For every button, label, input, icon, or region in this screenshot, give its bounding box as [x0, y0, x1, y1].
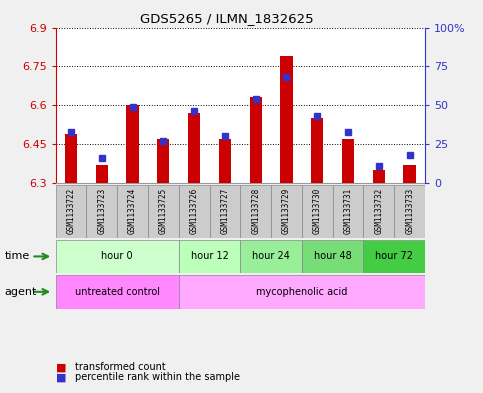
Text: GSM1133726: GSM1133726	[190, 188, 199, 234]
Text: GSM1133727: GSM1133727	[220, 188, 229, 234]
Bar	[210, 185, 240, 238]
Text: percentile rank within the sample: percentile rank within the sample	[75, 372, 240, 382]
Text: GSM1133725: GSM1133725	[159, 188, 168, 234]
Text: transformed count: transformed count	[75, 362, 166, 373]
Bar	[364, 240, 425, 273]
Text: GSM1133724: GSM1133724	[128, 188, 137, 234]
Bar	[373, 170, 385, 183]
Text: GSM1133731: GSM1133731	[343, 188, 353, 234]
Bar	[394, 185, 425, 238]
Text: untreated control: untreated control	[75, 287, 159, 297]
Bar	[403, 165, 416, 183]
Text: mycophenolic acid: mycophenolic acid	[256, 287, 348, 297]
Text: GSM1133732: GSM1133732	[374, 188, 384, 234]
Bar	[311, 118, 324, 183]
Bar	[179, 275, 425, 309]
Text: hour 48: hour 48	[314, 252, 352, 261]
Text: GDS5265 / ILMN_1832625: GDS5265 / ILMN_1832625	[140, 12, 314, 25]
Text: agent: agent	[5, 287, 37, 297]
Bar	[280, 56, 293, 183]
Bar	[96, 165, 108, 183]
Text: hour 72: hour 72	[375, 252, 413, 261]
Text: GSM1133728: GSM1133728	[251, 188, 260, 234]
Bar	[342, 139, 354, 183]
Bar	[56, 185, 86, 238]
Text: GSM1133723: GSM1133723	[97, 188, 106, 234]
Bar	[250, 97, 262, 183]
Bar	[179, 240, 240, 273]
Bar	[333, 185, 364, 238]
Text: hour 12: hour 12	[191, 252, 228, 261]
Text: time: time	[5, 252, 30, 261]
Bar	[148, 185, 179, 238]
Bar	[241, 185, 271, 238]
Text: hour 0: hour 0	[101, 252, 133, 261]
Bar	[127, 105, 139, 183]
Bar	[65, 134, 77, 183]
Bar	[56, 275, 179, 309]
Bar	[117, 185, 148, 238]
Bar	[271, 185, 302, 238]
Text: ■: ■	[56, 372, 66, 382]
Bar	[302, 240, 364, 273]
Bar	[86, 185, 117, 238]
Bar	[302, 185, 333, 238]
Text: GSM1133722: GSM1133722	[67, 188, 75, 234]
Bar	[219, 139, 231, 183]
Text: GSM1133730: GSM1133730	[313, 188, 322, 234]
Text: ■: ■	[56, 362, 66, 373]
Text: GSM1133729: GSM1133729	[282, 188, 291, 234]
Bar	[188, 113, 200, 183]
Bar	[364, 185, 394, 238]
Bar	[179, 185, 210, 238]
Text: hour 24: hour 24	[252, 252, 290, 261]
Text: GSM1133733: GSM1133733	[405, 188, 414, 234]
Bar	[241, 240, 302, 273]
Bar	[157, 139, 170, 183]
Bar	[56, 240, 179, 273]
